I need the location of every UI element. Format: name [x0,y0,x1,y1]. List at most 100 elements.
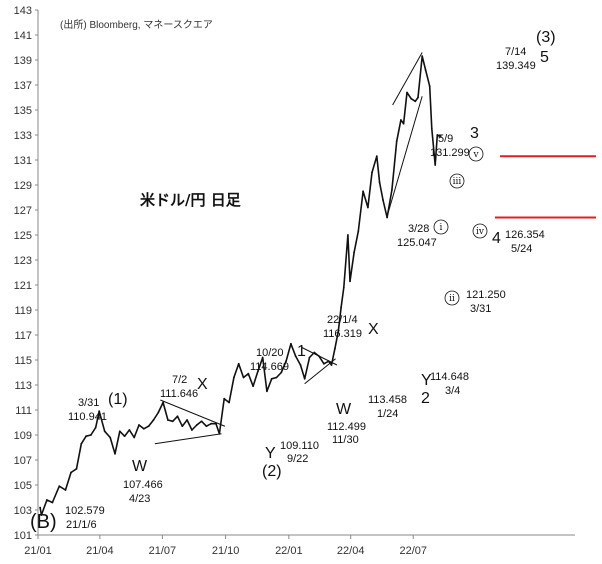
wave-i-date: 3/28 [408,223,429,235]
price-point [362,190,364,193]
y-tick-label: 107 [14,455,32,467]
price-point [386,216,388,219]
price-point [439,135,442,138]
price-point [357,230,360,233]
y-tick-label: 115 [14,355,32,367]
wave-two-label: 2 [421,390,430,407]
price-point [327,360,330,363]
price-point [181,425,184,428]
wave-x-b-date: 22/1/4 [327,314,358,326]
wave1-value: 110.941 [68,411,107,423]
price-point [75,467,78,470]
wave-ii-date: 3/31 [470,303,491,315]
wave-labels: (B) 102.579 21/1/6 3/31 110.941 (1) W 10… [30,29,556,533]
wave-y-b2-date: 3/4 [445,385,460,397]
price-point [299,364,302,366]
price-point [337,330,340,333]
y-tick-label: 123 [14,255,32,267]
x-tick-label: 22/07 [399,545,427,557]
price-point [40,514,43,516]
x-tick-label: 21/04 [86,545,114,557]
price-point [58,485,61,488]
wave-ii-value: 121.250 [466,289,506,301]
wave-iv-label: iv [476,227,485,237]
price-point [347,234,349,236]
wave1-label: (1) [108,391,128,408]
trend-lines [154,52,423,445]
wave-y-a-value: 109.110 [280,440,319,452]
price-point [103,430,106,433]
wave-four-value: 126.354 [505,229,545,241]
wave-w-a-date: 4/23 [129,493,150,505]
wave-i-label: i [440,223,443,233]
wave-w-b-value: 112.499 [327,421,366,433]
price-point [323,362,325,365]
x-tick-label: 21/01 [24,545,52,557]
wave-one-label: 1 [297,343,306,360]
price-point [118,430,121,433]
price-point [342,286,345,289]
wave5-lower-line [386,96,423,217]
price-point [417,96,419,99]
wave-x-b-label: X [368,321,379,338]
price-point [51,501,54,504]
y-tick-label: 143 [14,5,32,17]
wave-three-value: 131.299 [430,147,470,159]
wave-y-b1-date: 1/24 [377,408,398,420]
y-tick-label: 109 [14,430,32,442]
price-point [318,355,320,358]
triangle2-lower-line [304,358,336,385]
wave-iii-label: iii [453,177,462,187]
price-point [270,377,273,380]
wave-iv-marker [472,223,488,239]
price-point [410,97,413,100]
price-point [152,419,155,421]
wave1-date: 3/31 [78,397,99,409]
wave3-label: (3) [536,29,556,46]
y-tick-label: 117 [14,330,32,342]
wave-ii-label: ii [449,294,455,304]
wave-i-marker [433,219,449,235]
y-tick-label: 119 [14,305,32,317]
wave-w-b-date: 11/30 [332,434,359,446]
wave-w-b-label: W [336,401,352,418]
price-point [162,401,165,404]
y-tick-labels: 101 103 105 107 109 111 113 115 117 119 121 123 125 1… [14,5,38,542]
price-point [233,376,235,379]
y-tick-label: 139 [14,55,32,67]
wave-five-date: 7/14 [505,46,526,58]
price-line [39,55,441,516]
price-point [371,171,373,174]
wave-b-value: 102.579 [65,505,105,517]
price-point [261,356,264,359]
wave-five-value: 139.349 [496,60,536,72]
price-point [138,424,140,426]
y-tick-label: 133 [14,130,32,142]
price-point [176,415,179,418]
price-point [218,432,221,435]
y-tick-label: 105 [14,480,32,492]
x-tick-label: 22/04 [337,545,365,557]
price-point [157,411,160,414]
y-tick-label: 103 [14,505,32,517]
price-point [228,401,231,404]
wave-b-label: (B) [30,511,57,533]
y-tick-label: 125 [14,230,32,242]
price-point [205,425,208,428]
x-tick-label: 21/07 [149,545,177,557]
price-point [303,377,306,380]
price-point [424,69,427,71]
x-tick-label: 22/01 [275,545,303,557]
wave-y-b1-value: 113.458 [368,394,407,406]
x-tick-labels: 21/01 21/04 21/07 21/10 22/01 22/04 22/07 [24,535,427,557]
price-point [428,85,431,88]
price-point [215,422,217,425]
wave-w-a-value: 107.466 [123,479,163,491]
horizontal-lines [495,155,596,219]
price-point [391,189,393,191]
price-point [109,436,112,439]
wave-five-label: 5 [540,49,549,66]
price-point [257,370,259,373]
price-point [430,127,433,130]
wave-y-b2-value: 114.648 [430,371,469,383]
